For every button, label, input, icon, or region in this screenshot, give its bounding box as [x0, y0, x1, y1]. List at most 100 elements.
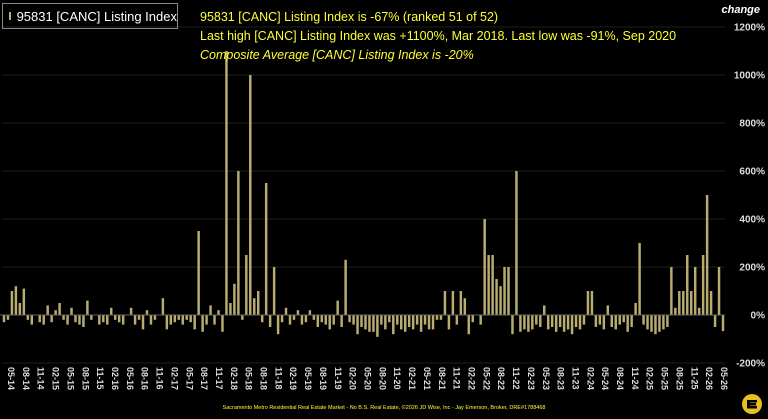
bar-series	[2, 51, 725, 337]
bar	[574, 315, 578, 327]
x-tick-label: 05-18	[244, 367, 254, 390]
bar	[531, 315, 534, 330]
bar	[666, 315, 669, 327]
bar	[507, 267, 510, 315]
bar	[193, 315, 196, 330]
y-tick-label: -200%	[736, 359, 765, 370]
bar	[78, 315, 81, 325]
bar	[396, 315, 399, 325]
bar	[423, 315, 427, 325]
bar	[185, 315, 188, 320]
x-tick-label: 11-23	[571, 367, 581, 390]
bar	[384, 315, 387, 330]
bar	[38, 315, 41, 323]
bar	[499, 286, 502, 315]
bar	[690, 291, 693, 315]
x-tick-label: 05-23	[541, 367, 551, 390]
bar	[447, 315, 451, 330]
bar	[602, 315, 606, 330]
bar	[181, 315, 184, 325]
x-tick-label: 08-22	[496, 367, 506, 390]
bar	[245, 255, 248, 315]
bar	[296, 310, 300, 315]
x-tick-label: 11-17	[214, 367, 224, 390]
x-tick-label: 05-25	[660, 367, 670, 390]
bar	[594, 315, 598, 327]
bar	[133, 315, 137, 325]
bar	[487, 255, 490, 315]
y-tick-label: 1000%	[734, 71, 765, 82]
bar	[308, 310, 312, 315]
bar	[427, 315, 431, 330]
bar	[400, 315, 403, 330]
bar	[459, 291, 463, 315]
bar	[324, 315, 327, 325]
x-tick-label: 08-17	[199, 367, 209, 390]
y-axis-title: change	[721, 4, 760, 16]
x-tick-label: 05-19	[303, 367, 313, 390]
high-low-text: Last high [CANC] Listing Index was +1100…	[200, 29, 677, 43]
bar	[650, 315, 653, 332]
bar	[117, 315, 121, 323]
bar	[503, 267, 506, 315]
x-tick-label: 02-26	[704, 367, 714, 390]
bar	[419, 315, 423, 332]
bar	[658, 315, 661, 332]
footer-credit: Sacramento Metro Residential Real Estate…	[222, 405, 546, 411]
bar	[6, 315, 10, 320]
bar	[276, 315, 280, 335]
bar	[209, 305, 212, 315]
bar	[280, 315, 284, 323]
bar	[189, 315, 192, 323]
bar	[161, 298, 165, 315]
bar	[606, 305, 610, 315]
bar	[18, 303, 22, 315]
x-tick-label: 08-16	[140, 367, 150, 390]
bar	[678, 291, 681, 315]
x-tick-label: 08-14	[21, 367, 31, 390]
x-tick-label: 02-22	[467, 367, 477, 390]
bar	[288, 315, 292, 325]
bar	[491, 255, 494, 315]
bar	[213, 315, 216, 325]
bar	[392, 315, 395, 335]
bar	[654, 315, 657, 335]
bar	[197, 231, 200, 315]
x-tick-label: 05-20	[363, 367, 373, 390]
x-tick-label: 05-24	[600, 367, 610, 390]
bar	[670, 267, 673, 315]
bar	[642, 315, 645, 325]
bar	[332, 315, 335, 325]
bar	[320, 315, 324, 323]
bar	[463, 298, 467, 315]
bar	[205, 315, 208, 325]
x-tick-label: 08-18	[259, 367, 269, 390]
bar	[229, 303, 232, 315]
x-tick-label: 02-21	[407, 367, 417, 390]
x-tick-label: 02-18	[229, 367, 239, 390]
bar	[558, 315, 562, 327]
bar	[137, 315, 141, 320]
x-axis-ticks: 05-14 08-14 11-14 02-15 05-15 08-15 11-15 02-16…	[6, 367, 729, 390]
bar	[340, 315, 343, 327]
bar	[376, 315, 379, 337]
y-tick-label: 800%	[739, 119, 765, 130]
bar	[380, 315, 383, 325]
bar	[638, 243, 641, 315]
y-axis-ticks: -200% 0% 200% 400% 600% 800% 1000% 1200%	[734, 23, 765, 370]
bar	[316, 315, 320, 327]
bar	[46, 305, 49, 315]
bar	[292, 315, 296, 320]
bar	[14, 286, 18, 315]
bar	[646, 315, 649, 330]
bar	[106, 315, 109, 325]
bar	[479, 315, 482, 325]
bar	[113, 315, 117, 320]
bar	[356, 315, 359, 335]
bar	[348, 315, 351, 323]
bar	[177, 315, 181, 320]
bar	[403, 315, 407, 332]
current-index-text: 95831 [CANC] Listing Index is -67% (rank…	[200, 10, 499, 24]
bar	[169, 315, 173, 325]
bar	[511, 315, 514, 335]
